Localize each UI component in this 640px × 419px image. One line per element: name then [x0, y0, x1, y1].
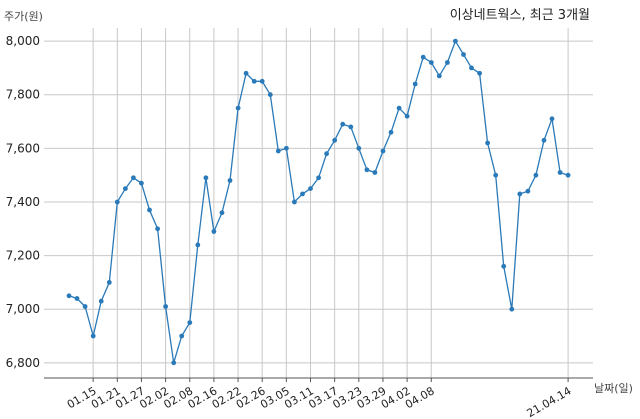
- data-point: [557, 170, 563, 175]
- data-point: [131, 175, 136, 181]
- data-point: [123, 186, 128, 192]
- data-point: [90, 333, 96, 339]
- data-point: [388, 129, 394, 135]
- y-tick-label: 7,400: [6, 195, 40, 209]
- data-point: [179, 333, 185, 339]
- data-point: [461, 52, 466, 57]
- y-tick-labels: 6,800 7,000 7,200 7,400 7,600 7,800 8,000: [6, 34, 40, 370]
- data-point: [284, 145, 289, 151]
- x-tick-labels: 01.1501.2101.2702.0202.0802.1602.2202.26…: [65, 384, 574, 419]
- data-point: [517, 191, 523, 197]
- data-point: [163, 304, 169, 309]
- data-point: [525, 188, 531, 194]
- data-point: [501, 263, 507, 269]
- data-point: [147, 207, 152, 213]
- grid-layer: [44, 28, 593, 382]
- data-point: [139, 180, 144, 186]
- data-point: [74, 296, 80, 301]
- y-tick-label: 7,000: [6, 302, 40, 316]
- data-point: [195, 242, 201, 248]
- data-point: [300, 191, 305, 197]
- data-point: [445, 60, 450, 65]
- data-point: [171, 360, 177, 366]
- data-point: [453, 38, 458, 44]
- data-point: [243, 70, 249, 76]
- data-point: [541, 137, 547, 143]
- data-point: [308, 186, 313, 192]
- data-point: [493, 172, 499, 178]
- data-point: [404, 113, 410, 119]
- data-point: [372, 170, 378, 175]
- data-point: [114, 199, 120, 205]
- data-point: [340, 121, 346, 127]
- data-point: [533, 172, 539, 178]
- data-point: [275, 148, 281, 154]
- data-point: [98, 298, 104, 304]
- data-point: [66, 293, 72, 299]
- y-tick-label: 7,800: [6, 88, 40, 102]
- data-point: [549, 116, 555, 122]
- data-point: [332, 137, 338, 143]
- x-axis-label: 날짜(일): [594, 381, 633, 395]
- data-point: [219, 210, 225, 216]
- x-tick-label: 21.04.14: [525, 384, 574, 419]
- data-point: [187, 320, 193, 325]
- chart-title: 이상네트웍스, 최근 3개월: [450, 8, 590, 23]
- data-point: [380, 148, 386, 154]
- data-point: [412, 81, 418, 87]
- data-point: [565, 172, 571, 178]
- data-point: [485, 140, 490, 146]
- data-point: [348, 124, 354, 130]
- data-point: [469, 65, 474, 71]
- data-point: [235, 105, 241, 111]
- data-point: [251, 78, 257, 84]
- data-point: [82, 304, 88, 309]
- data-point: [316, 175, 321, 181]
- price-points: [66, 38, 571, 366]
- y-tick-label: 8,000: [6, 34, 40, 48]
- data-point: [211, 229, 217, 234]
- data-point: [477, 70, 482, 76]
- data-point: [259, 78, 265, 84]
- data-point: [396, 105, 402, 111]
- data-point: [509, 306, 515, 312]
- data-point: [324, 151, 329, 157]
- data-point: [420, 54, 426, 60]
- y-tick-label: 6,800: [6, 356, 40, 370]
- data-point: [203, 175, 209, 181]
- data-point: [364, 167, 370, 173]
- data-point: [356, 145, 362, 151]
- data-point: [267, 92, 273, 98]
- data-point: [436, 73, 442, 79]
- y-tick-label: 7,200: [6, 249, 40, 263]
- y-axis-label: 주가(원): [4, 10, 43, 23]
- y-tick-label: 7,600: [6, 141, 40, 155]
- data-point: [227, 178, 233, 183]
- data-point: [428, 60, 434, 65]
- data-point: [155, 226, 161, 232]
- data-point: [292, 199, 297, 205]
- data-point: [106, 280, 112, 285]
